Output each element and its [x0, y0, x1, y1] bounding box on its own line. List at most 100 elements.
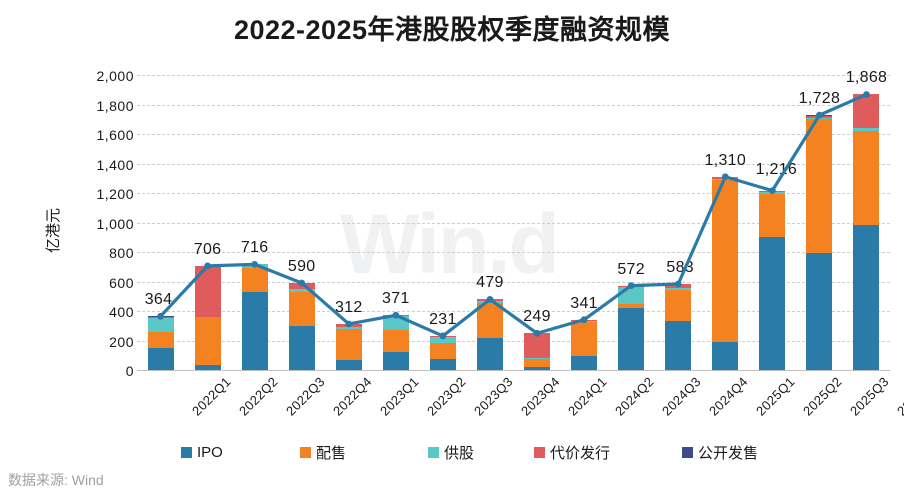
- bar-segment[interactable]: [241, 268, 268, 292]
- bar-segment[interactable]: [571, 355, 598, 370]
- bar-segment[interactable]: [382, 330, 409, 353]
- legend-item[interactable]: 公开发售: [682, 442, 758, 463]
- bar-segment[interactable]: [853, 225, 880, 370]
- bar-segment[interactable]: [665, 288, 692, 290]
- bar-segment[interactable]: [853, 127, 880, 132]
- bar-segment[interactable]: [618, 285, 645, 288]
- bar-segment[interactable]: [853, 131, 880, 226]
- bar-segment[interactable]: [712, 179, 739, 342]
- bar-column[interactable]: [665, 75, 692, 370]
- bar-segment[interactable]: [429, 335, 456, 337]
- bar-segment[interactable]: [665, 284, 692, 289]
- bar-segment[interactable]: [241, 291, 268, 370]
- bar-segment[interactable]: [194, 316, 221, 365]
- bar-segment[interactable]: [806, 118, 833, 120]
- x-axis-tick: 2023Q3: [470, 374, 516, 419]
- bar-column[interactable]: [382, 75, 409, 370]
- bar-segment[interactable]: [429, 343, 456, 359]
- y-axis-tick: 1,600: [96, 127, 134, 143]
- bar-segment[interactable]: [476, 299, 503, 301]
- bar-column[interactable]: [853, 75, 880, 370]
- bar-segment[interactable]: [571, 319, 598, 322]
- bar-segment[interactable]: [759, 192, 786, 195]
- bar-segment[interactable]: [147, 331, 174, 348]
- bar-column[interactable]: [806, 75, 833, 370]
- bar-segment[interactable]: [288, 288, 315, 292]
- data-source-note: 数据来源: Wind: [8, 472, 104, 488]
- legend-item[interactable]: 配售: [300, 442, 346, 463]
- bar-segment[interactable]: [288, 325, 315, 370]
- legend-label: 公开发售: [698, 444, 759, 462]
- bar-value-label: 341: [570, 294, 598, 312]
- bar-column[interactable]: [288, 75, 315, 370]
- bar-segment[interactable]: [712, 178, 739, 180]
- bar-segment[interactable]: [571, 322, 598, 356]
- bar-segment[interactable]: [288, 291, 315, 326]
- bar-column[interactable]: [194, 75, 221, 370]
- bar-segment[interactable]: [618, 287, 645, 304]
- bar-segment[interactable]: [476, 302, 503, 339]
- bar-segment[interactable]: [382, 352, 409, 370]
- bar-column[interactable]: [241, 75, 268, 370]
- bar-segment[interactable]: [806, 119, 833, 254]
- legend-item[interactable]: IPO: [181, 444, 223, 461]
- x-axis-tick: 2022Q2: [235, 374, 281, 419]
- plot-area: 364 706 716 590 312 371 231 479 249 341 572 583 1,31…: [137, 69, 890, 370]
- bar-segment[interactable]: [241, 264, 268, 269]
- bar-segment[interactable]: [147, 317, 174, 332]
- bar-segment[interactable]: [147, 347, 174, 370]
- bar-segment[interactable]: [524, 358, 551, 367]
- bar-column[interactable]: [476, 75, 503, 370]
- legend-item[interactable]: 供股: [428, 442, 474, 463]
- bar-segment[interactable]: [524, 366, 551, 370]
- bar-segment[interactable]: [806, 115, 833, 117]
- bar-segment[interactable]: [853, 94, 880, 128]
- bar-segment[interactable]: [335, 327, 362, 329]
- legend-swatch-icon: [300, 446, 311, 458]
- bar-column[interactable]: [618, 75, 645, 370]
- bar-segment[interactable]: [288, 282, 315, 289]
- bar-segment[interactable]: [147, 316, 174, 318]
- bar-value-label: 1,868: [845, 69, 888, 87]
- y-axis-tick: 200: [109, 333, 134, 350]
- bar-segment[interactable]: [476, 338, 503, 370]
- bar-column[interactable]: [335, 75, 362, 370]
- y-axis-tick: 1,800: [96, 97, 134, 114]
- bar-value-label: 1,728: [798, 90, 841, 108]
- bar-segment[interactable]: [759, 190, 786, 193]
- bar-column[interactable]: [759, 75, 786, 370]
- bar-segment[interactable]: [806, 253, 833, 370]
- bar-segment[interactable]: [476, 300, 503, 303]
- x-axis-tick: 2025Q1: [753, 374, 798, 419]
- bar-segment[interactable]: [524, 357, 551, 359]
- bar-segment[interactable]: [194, 265, 221, 317]
- x-axis-tick: 2024Q1: [565, 374, 610, 419]
- bar-segment[interactable]: [712, 176, 739, 179]
- bar-segment[interactable]: [382, 316, 409, 331]
- legend-item[interactable]: 代价发行: [534, 442, 610, 463]
- bar-segment[interactable]: [524, 333, 551, 358]
- bar-segment[interactable]: [759, 194, 786, 238]
- bar-segment[interactable]: [382, 315, 409, 317]
- bar-segment[interactable]: [335, 328, 362, 360]
- bar-segment[interactable]: [712, 341, 739, 370]
- bar-segment[interactable]: [618, 308, 645, 370]
- bar-value-label: 364: [144, 291, 173, 309]
- bar-segment[interactable]: [194, 364, 221, 370]
- bar-segment[interactable]: [335, 323, 362, 328]
- bar-column[interactable]: [147, 75, 174, 370]
- bar-segment[interactable]: [618, 303, 645, 309]
- bar-segment[interactable]: [806, 115, 833, 119]
- x-axis-tick: 2025Q3: [847, 374, 893, 419]
- bar-column[interactable]: [712, 75, 739, 370]
- bar-segment[interactable]: [429, 336, 456, 344]
- bar-segment[interactable]: [759, 237, 786, 370]
- bar-column[interactable]: [571, 75, 598, 370]
- bar-segment[interactable]: [665, 321, 692, 370]
- bar-segment[interactable]: [429, 358, 456, 370]
- bar-segment[interactable]: [335, 359, 362, 370]
- bar-segment[interactable]: [571, 321, 598, 323]
- bar-segment[interactable]: [665, 289, 692, 322]
- x-axis-tick: 2025Q2: [800, 374, 846, 419]
